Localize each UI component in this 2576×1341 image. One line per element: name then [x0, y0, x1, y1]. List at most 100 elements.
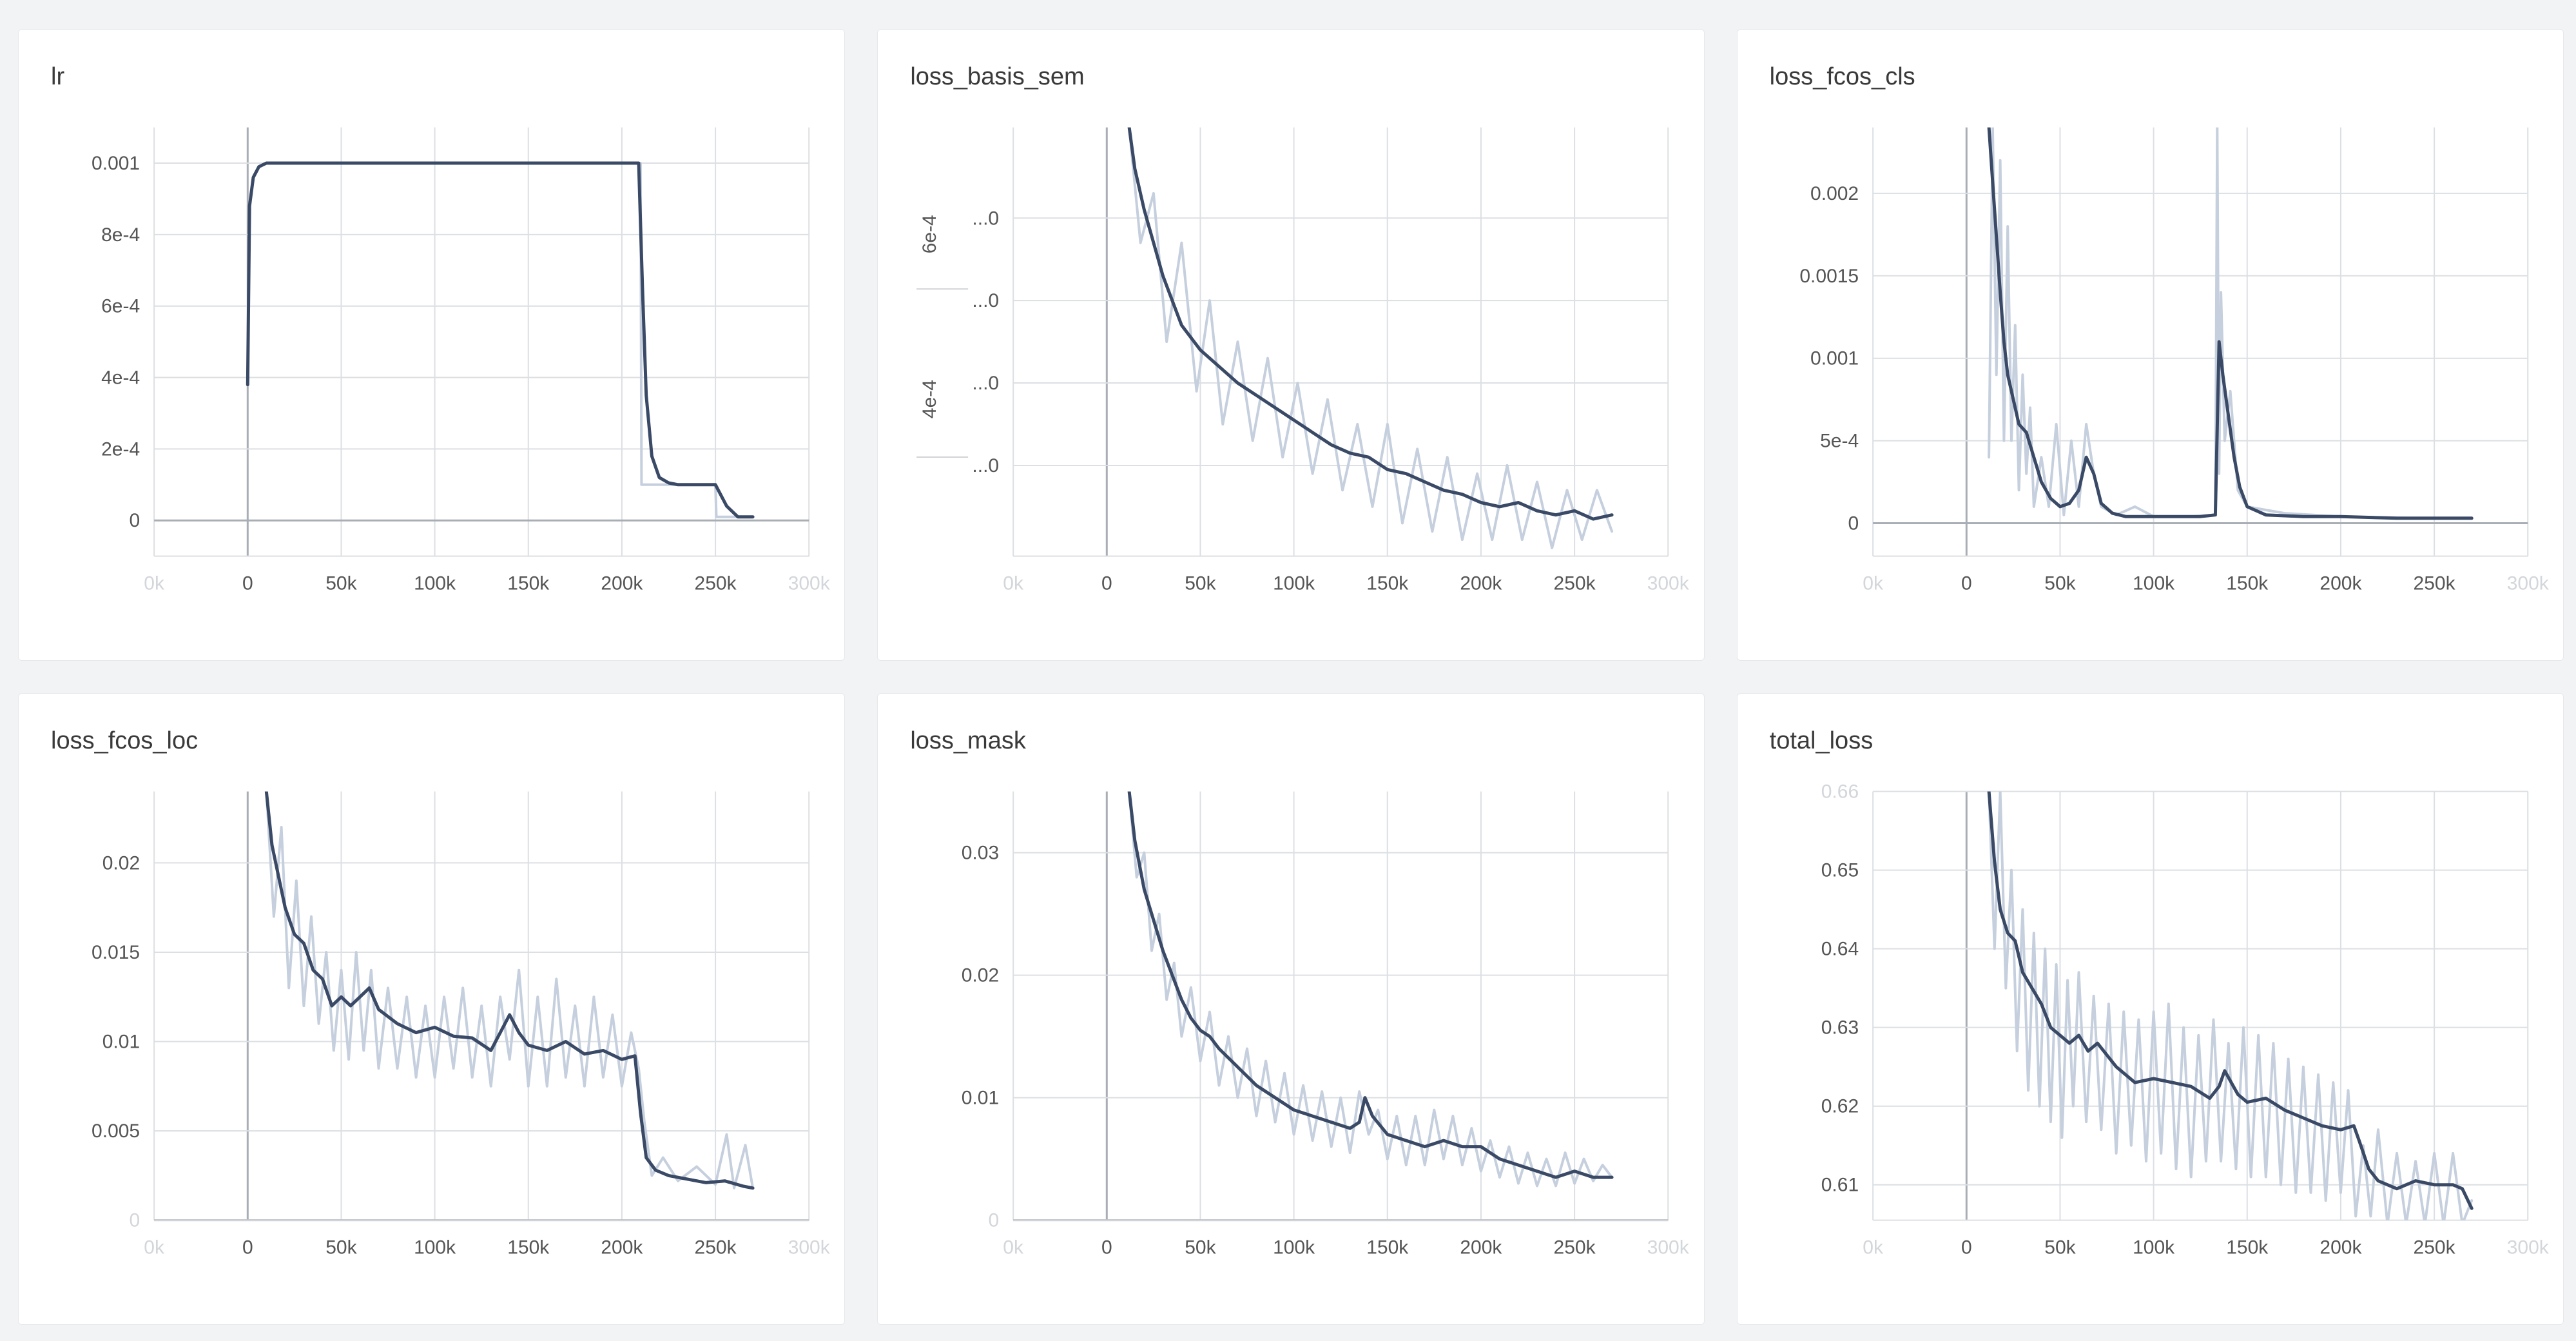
- y-tick-label: 0.61: [1821, 1175, 1858, 1196]
- x-tick-label: 50k: [325, 1237, 357, 1258]
- series-raw-line: [1987, 127, 2473, 520]
- y-tick-label: 0: [129, 1210, 140, 1231]
- grid-lines: [1872, 127, 2528, 556]
- chart-total-loss[interactable]: 0k 0 50k 100k 150k 200k 250k 300k 0.61 0.62 0.63 0.…: [1738, 694, 2563, 1324]
- y-tick-label: 0.03: [962, 843, 999, 864]
- chart-loss-fcos-loc[interactable]: 0k 0 50k 100k 150k 200k 250k 300k00.0050.010.01…: [19, 694, 844, 1324]
- chart-card-lr: lr 0k 0 50k 100k 150k 200k 250k 300k 0 2e-4 4e-4 6e…: [18, 29, 846, 661]
- series-raw-line: [265, 791, 755, 1189]
- x-tick-label: 250k: [1554, 573, 1596, 594]
- chart-title: lr: [51, 63, 65, 90]
- x-tick-label: 50k: [1185, 1237, 1217, 1258]
- series-smoothed-line: [264, 791, 755, 1190]
- x-tick-label: 300k: [1647, 1237, 1690, 1258]
- x-tick-label: 100k: [414, 1237, 456, 1258]
- x-tick-label: 0: [1101, 1237, 1112, 1258]
- x-tick-label: 0k: [1863, 573, 1884, 594]
- x-tick-label: 200k: [601, 573, 643, 594]
- chart-loss-fcos-cls[interactable]: 0k 0 50k 100k 150k 200k 250k 300k 0 5e-4 0.001 0.00…: [1738, 30, 2563, 660]
- y-tick-label: 0.0015: [1799, 266, 1859, 287]
- grid-lines: [1012, 791, 1669, 1222]
- y-tick-label: 0.02: [102, 852, 140, 874]
- y-tick-label: 0.66: [1821, 781, 1858, 803]
- x-tick-label: 50k: [2044, 573, 2076, 594]
- x-tick-label: 200k: [2319, 1237, 2362, 1258]
- y-tick-label: 0: [1848, 513, 1859, 534]
- x-tick-label: 300k: [788, 1237, 831, 1258]
- x-tick-label: 200k: [1460, 1237, 1503, 1258]
- y-tick-label: 5e-4: [1820, 431, 1859, 452]
- y-tick-label: ...0: [973, 373, 1000, 394]
- x-tick-label: 150k: [507, 573, 550, 594]
- x-tick-label: 300k: [1647, 573, 1690, 594]
- y-tick-label: 0.02: [962, 965, 999, 986]
- x-tick-label: 0: [1961, 1237, 1972, 1258]
- x-tick-label: 100k: [2133, 573, 2175, 594]
- x-tick-label: 250k: [2413, 573, 2455, 594]
- chart-title: loss_fcos_loc: [51, 727, 199, 754]
- y-tick-label: 0.63: [1821, 1017, 1858, 1039]
- series-smoothed-line: [1987, 127, 2474, 520]
- y-tick-label: 8e-4: [101, 224, 140, 246]
- chart-card-loss-fcos-loc: loss_fcos_loc 0k 0 50k 100k 150k 200k 250k 300k…: [18, 693, 846, 1325]
- y-tick-label: 0.002: [1810, 183, 1859, 204]
- x-tick-label: 200k: [601, 1237, 643, 1258]
- x-tick-label: 0: [242, 573, 253, 594]
- series-smoothed-line: [246, 161, 755, 519]
- grid-lines: [1012, 127, 1669, 556]
- x-tick-label: 150k: [507, 1237, 550, 1258]
- x-tick-label: 0k: [144, 1237, 165, 1258]
- chart-card-loss-basis-sem: loss_basis_sem 0k 0 50k 100k 150k 200k 250k 300…: [877, 29, 1705, 661]
- y-tick-label: 4e-4: [101, 367, 140, 389]
- x-tick-label: 150k: [1367, 1237, 1409, 1258]
- x-tick-label: 100k: [1273, 573, 1315, 594]
- chart-title: loss_fcos_cls: [1769, 63, 1915, 90]
- series-smoothed-line: [1127, 127, 1614, 521]
- chart-lr[interactable]: 0k 0 50k 100k 150k 200k 250k 300k 0 2e-4 4e-4 6e-4 8…: [19, 30, 844, 660]
- y-tick-label: ...0: [973, 290, 1000, 311]
- chart-title: loss_basis_sem: [910, 63, 1085, 90]
- y-tick-label: 0.001: [1810, 348, 1859, 369]
- x-tick-label: 150k: [2226, 573, 2269, 594]
- x-tick-label: 250k: [695, 1237, 737, 1258]
- chart-grid: lr 0k 0 50k 100k 150k 200k 250k 300k 0 2e-4 4e-4 6e…: [18, 29, 2564, 1325]
- y-tick-label: 6e-4: [101, 296, 140, 317]
- y-tick-label: 0.015: [92, 942, 140, 963]
- x-tick-label: 250k: [2413, 1237, 2455, 1258]
- chart-card-loss-mask: loss_mask 0k 0 50k 100k 150k 200k 250k 300k 0 0.0…: [877, 693, 1705, 1325]
- x-tick-label: 250k: [1554, 1237, 1596, 1258]
- series-smoothed-line: [1127, 791, 1614, 1179]
- x-tick-label: 50k: [1185, 573, 1217, 594]
- y-tick-label: ...0: [973, 208, 1000, 229]
- y-tick-label: 0: [989, 1210, 1000, 1231]
- x-tick-label: 0k: [1003, 1237, 1025, 1258]
- x-tick-label: 300k: [2506, 1237, 2549, 1258]
- series-raw-line: [1128, 127, 1614, 549]
- y-side-label: 6e-4: [919, 215, 940, 253]
- x-tick-label: 250k: [695, 573, 737, 594]
- x-tick-label: 50k: [325, 573, 357, 594]
- x-tick-label: 150k: [1367, 573, 1409, 594]
- y-tick-label: 0.005: [92, 1121, 140, 1142]
- chart-title: total_loss: [1769, 727, 1874, 754]
- y-tick-label: 0.01: [962, 1088, 999, 1109]
- x-tick-label: 0: [242, 1237, 253, 1258]
- series-raw-line: [1987, 791, 2473, 1220]
- x-tick-label: 200k: [1460, 573, 1503, 594]
- x-tick-label: 150k: [2226, 1237, 2269, 1258]
- y-tick-label: 0.65: [1821, 860, 1858, 881]
- x-tick-label: 0: [1101, 573, 1112, 594]
- chart-card-total-loss: total_loss 0k 0 50k 100k 150k 200k 250k 300k 0.6…: [1736, 693, 2564, 1325]
- chart-title: loss_mask: [910, 727, 1026, 754]
- grid-lines: [153, 127, 810, 556]
- y-tick-label: 0: [129, 510, 140, 531]
- x-tick-label: 100k: [1273, 1237, 1315, 1258]
- x-tick-label: 0k: [1863, 1237, 1884, 1258]
- y-tick-label: ...0: [973, 455, 1000, 476]
- chart-loss-basis-sem[interactable]: 0k 0 50k 100k 150k 200k 250k 300k ...0 ...0 ...0..…: [878, 30, 1703, 660]
- grid-lines: [1872, 790, 2528, 1220]
- y-tick-label: 2e-4: [101, 438, 140, 460]
- series-raw-line: [1128, 791, 1614, 1188]
- y-side-label: 4e-4: [919, 380, 940, 418]
